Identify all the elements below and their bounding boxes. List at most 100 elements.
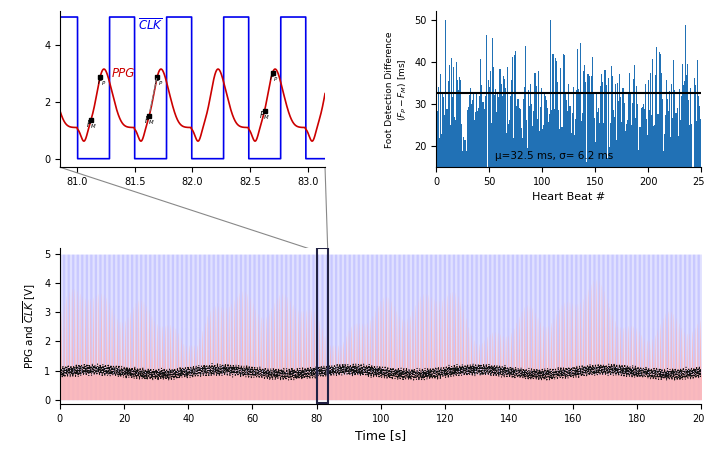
Bar: [537, 119, 538, 230]
Text: μ=32.5 ms, σ= 6.2 ms: μ=32.5 ms, σ= 6.2 ms: [495, 151, 613, 161]
Bar: [541, 89, 542, 230]
Bar: [669, 91, 670, 230]
Bar: [462, 151, 463, 230]
Bar: [496, 112, 497, 230]
Bar: [484, 97, 486, 230]
Bar: [492, 38, 493, 230]
Bar: [523, 99, 524, 230]
Bar: [688, 100, 689, 230]
Bar: [561, 127, 562, 230]
Bar: [602, 82, 603, 230]
Bar: [446, 109, 448, 230]
Bar: [501, 96, 503, 230]
Bar: [529, 106, 530, 230]
Bar: [317, 248, 328, 403]
Bar: [643, 104, 644, 230]
Bar: [469, 94, 470, 230]
Bar: [652, 59, 654, 230]
Bar: [637, 104, 639, 230]
Bar: [530, 84, 532, 230]
Bar: [553, 109, 555, 230]
Bar: [686, 75, 687, 230]
Bar: [444, 114, 446, 230]
Bar: [559, 129, 560, 230]
Bar: [603, 123, 604, 230]
Bar: [670, 137, 671, 230]
Bar: [601, 74, 602, 230]
Bar: [509, 120, 510, 230]
Bar: [684, 81, 685, 230]
Bar: [583, 71, 584, 230]
Text: $F_P$: $F_P$: [154, 75, 164, 88]
Bar: [697, 60, 698, 230]
X-axis label: Time [s]: Time [s]: [355, 429, 406, 442]
Bar: [682, 64, 683, 230]
Bar: [621, 122, 623, 230]
Bar: [696, 122, 697, 230]
Bar: [581, 121, 582, 230]
Bar: [612, 76, 613, 230]
Bar: [486, 167, 488, 230]
Bar: [644, 109, 645, 230]
Bar: [633, 79, 634, 230]
Bar: [673, 60, 675, 230]
Bar: [438, 87, 439, 230]
Bar: [440, 74, 441, 230]
Bar: [538, 71, 539, 230]
Bar: [699, 106, 700, 230]
Bar: [623, 103, 625, 230]
Bar: [639, 127, 641, 230]
Bar: [508, 124, 509, 230]
Bar: [472, 100, 473, 230]
Bar: [620, 97, 621, 230]
Bar: [689, 125, 690, 230]
Bar: [634, 65, 635, 230]
Bar: [494, 95, 495, 230]
Bar: [458, 90, 459, 230]
Bar: [544, 93, 545, 230]
Bar: [473, 92, 474, 230]
Bar: [651, 115, 652, 230]
Bar: [619, 74, 620, 230]
Bar: [471, 104, 472, 230]
Bar: [480, 59, 482, 230]
Bar: [474, 119, 475, 230]
Bar: [479, 96, 480, 230]
Bar: [694, 85, 696, 230]
Bar: [614, 117, 615, 230]
Bar: [546, 100, 547, 230]
Bar: [594, 118, 595, 230]
Bar: [456, 62, 457, 230]
Bar: [650, 73, 651, 230]
X-axis label: Heart Beat #: Heart Beat #: [532, 192, 606, 202]
Bar: [534, 73, 536, 230]
Bar: [698, 96, 699, 230]
Text: $F_P$: $F_P$: [269, 72, 278, 84]
Bar: [608, 147, 610, 230]
Bar: [525, 46, 526, 230]
Bar: [566, 100, 568, 230]
Bar: [668, 111, 669, 230]
Bar: [681, 97, 682, 230]
Bar: [585, 82, 587, 230]
Bar: [656, 47, 658, 230]
Bar: [521, 128, 522, 230]
Bar: [547, 108, 548, 230]
Bar: [632, 104, 633, 230]
Bar: [527, 148, 528, 230]
Bar: [666, 80, 667, 230]
Bar: [625, 124, 627, 230]
Bar: [700, 118, 701, 230]
Bar: [577, 49, 578, 230]
Bar: [549, 114, 551, 230]
Bar: [515, 51, 517, 230]
Bar: [510, 96, 511, 230]
Bar: [448, 65, 450, 230]
Bar: [497, 92, 498, 230]
Bar: [671, 84, 673, 230]
Bar: [460, 80, 461, 230]
Bar: [490, 71, 491, 230]
Bar: [611, 66, 612, 230]
Bar: [503, 79, 505, 230]
Bar: [572, 87, 574, 230]
